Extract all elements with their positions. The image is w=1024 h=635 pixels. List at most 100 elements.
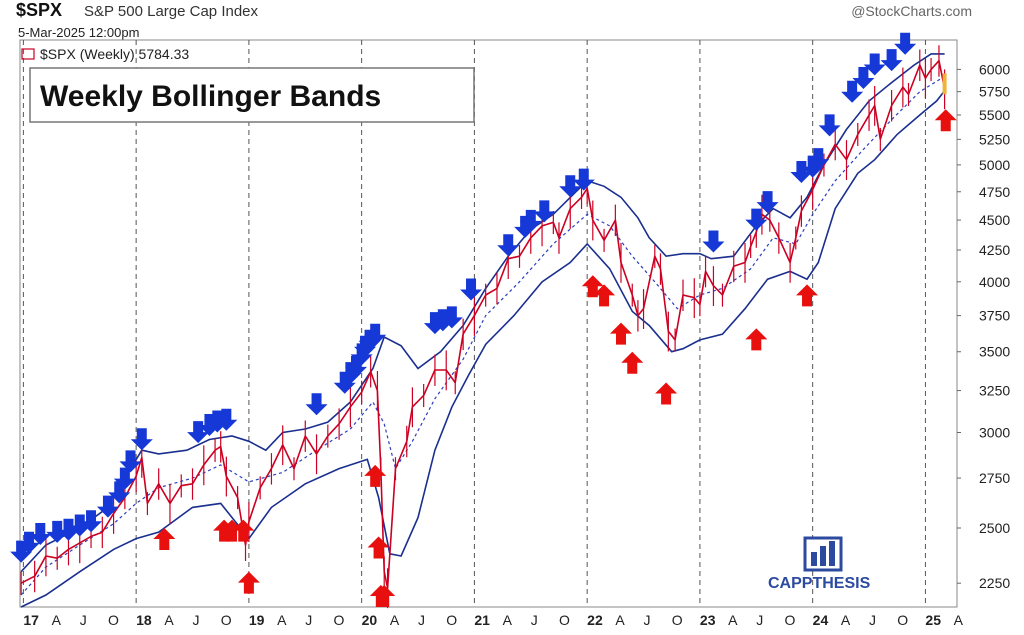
buy-signal-arrow (745, 328, 768, 351)
y-tick-label: 4500 (979, 212, 1010, 228)
x-tick-label: J (756, 612, 763, 628)
x-tick-label: O (108, 612, 119, 628)
sell-signal-arrow (559, 175, 582, 198)
sell-signal-arrow (10, 540, 33, 563)
buy-signal-arrow (364, 464, 387, 487)
y-tick-label: 3500 (979, 344, 1010, 360)
sell-signal-arrow (756, 191, 779, 214)
sell-signal-arrow (801, 155, 824, 178)
buy-signal-arrow (367, 536, 390, 559)
sell-signal-arrow (841, 80, 864, 103)
sell-signal-arrow (187, 421, 210, 444)
plot-frame (19, 39, 958, 608)
sell-signal-arrow (80, 510, 103, 533)
y-tick-label: 6000 (979, 61, 1010, 77)
sell-signal-arrow (790, 161, 813, 184)
x-tick-label: 17 (23, 612, 39, 628)
title-box: Weekly Bollinger Bands (29, 67, 475, 123)
sell-signal-arrow (113, 467, 136, 490)
buy-signal-arrow (796, 284, 819, 307)
sell-signal-arrow (46, 520, 69, 543)
sell-signal-arrow (702, 230, 725, 253)
y-tick-label: 2250 (979, 575, 1010, 591)
sell-signal-arrow (29, 523, 52, 546)
sell-signal-arrow (198, 413, 221, 436)
symbol-label: $SPX (16, 0, 63, 20)
sell-signal-arrow (57, 518, 80, 541)
bollinger-middle-line (20, 75, 945, 596)
sell-signal-arrow (119, 450, 142, 473)
sell-signal-arrow (305, 393, 328, 416)
sell-signal-arrow (108, 481, 131, 504)
legend: $SPX (Weekly) 5784.33 (21, 46, 189, 62)
price-line (20, 59, 946, 589)
bollinger-band-line (20, 53, 945, 573)
y-tick-label: 4000 (979, 274, 1010, 290)
x-tick-label: J (80, 612, 87, 628)
x-tick-label: J (193, 612, 200, 628)
sell-signal-arrow (818, 114, 841, 137)
sell-signal-arrow (807, 148, 830, 171)
sell-signal-arrow (514, 215, 537, 238)
index-name: S&P 500 Large Cap Index (84, 3, 259, 20)
x-tick-label: A (390, 612, 400, 628)
buy-signal-arrow (621, 351, 644, 374)
sell-signal-arrow (519, 209, 542, 232)
sell-signal-arrow (18, 531, 41, 554)
x-tick-label: J (305, 612, 312, 628)
sell-signal-arrow (339, 362, 362, 385)
x-tick-label: 22 (587, 612, 603, 628)
buy-signal-arrow (934, 109, 957, 132)
grid-layer (19, 39, 958, 608)
sell-signal-arrow (350, 343, 373, 366)
axis-layer: 17 A J O 18 A J O 19 A J O 20 A J O 21 A J O 22 A J O 23 A J O 24 A J O… (23, 61, 1010, 628)
buy-signal-arrow (237, 571, 260, 594)
x-tick-label: O (897, 612, 908, 628)
sell-signal-arrow (215, 408, 238, 431)
y-tick-label: 5250 (979, 131, 1010, 147)
title-box-frame (29, 67, 475, 123)
x-tick-label: O (446, 612, 457, 628)
sell-signal-arrow (96, 495, 119, 518)
watermark-text: CAPPTHESIS (768, 575, 871, 592)
sell-signal-arrow (460, 278, 483, 301)
x-tick-label: A (728, 612, 738, 628)
legend-swatch (21, 48, 35, 60)
sell-signal-arrow (745, 208, 768, 231)
buy-signal-arrow (373, 585, 396, 607)
y-tick-label: 3750 (979, 308, 1010, 324)
x-tick-label: J (531, 612, 538, 628)
x-tick-label: A (52, 612, 62, 628)
x-tick-label: J (644, 612, 651, 628)
x-tick-label: O (333, 612, 344, 628)
y-tick-label: 4750 (979, 184, 1010, 200)
x-tick-label: A (277, 612, 287, 628)
sell-signal-arrow (894, 32, 917, 55)
bands-layer (20, 53, 946, 608)
y-tick-label: 5000 (979, 157, 1010, 173)
x-tick-label: O (221, 612, 232, 628)
x-tick-label: A (615, 612, 625, 628)
sell-signal-arrow (358, 329, 381, 352)
sell-signal-arrow (333, 371, 356, 394)
x-tick-label: O (672, 612, 683, 628)
sell-signal-arrow (364, 323, 387, 346)
sell-signal-arrow (130, 428, 153, 451)
y-tick-label: 3000 (979, 424, 1010, 440)
x-tick-label: 24 (813, 612, 829, 628)
x-tick-label: 25 (925, 612, 941, 628)
sell-signal-arrow (497, 234, 520, 257)
x-tick-label: A (841, 612, 851, 628)
buy-signal-arrow (609, 322, 632, 345)
buy-signal-arrow (220, 519, 243, 542)
x-tick-label: 21 (474, 612, 490, 628)
x-tick-label: 23 (700, 612, 716, 628)
buy-signal-arrow (581, 275, 604, 298)
chart-header: $SPX S&P 500 Large Cap Index 5-Mar-2025 … (0, 0, 1024, 46)
legend-series-label: $SPX (Weekly) 5784.33 (40, 46, 189, 62)
x-tick-label: J (869, 612, 876, 628)
x-tick-label: 19 (249, 612, 265, 628)
price-layer (20, 45, 947, 609)
y-tick-label: 4250 (979, 242, 1010, 258)
